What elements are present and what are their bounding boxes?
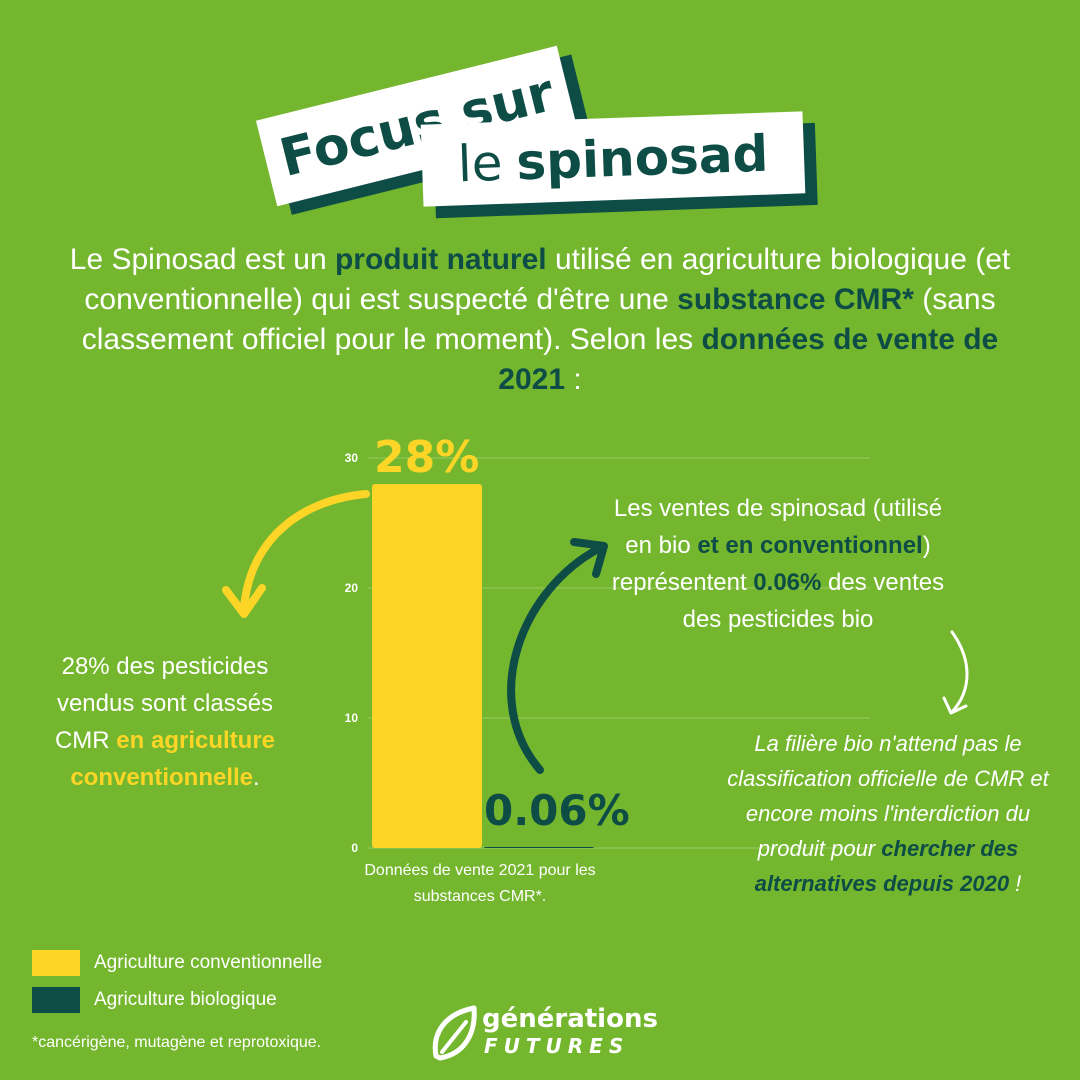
- leaf-icon: [432, 1005, 477, 1061]
- yellow-curved-arrow-icon: [240, 490, 370, 612]
- data-label-biologique: 0.06%: [484, 786, 630, 835]
- dark-arrowhead-icon: [570, 538, 608, 578]
- logo-name: générations: [482, 1004, 658, 1034]
- legend-item-conventionnelle: Agriculture conventionnelle: [32, 950, 322, 976]
- legend-swatch-dark: [32, 987, 80, 1013]
- left-note: 28% des pesticides vendus sont classés C…: [54, 653, 276, 791]
- y-tick-label: 30: [345, 451, 359, 465]
- dark-curved-arrow-icon: [507, 544, 604, 774]
- right-note: Les ventes de spinosad (utilisé en bio e…: [611, 495, 945, 633]
- bar-chart: 0 10 20 30: [345, 451, 870, 855]
- logo-sub: FUTURES: [484, 1034, 630, 1058]
- data-label-conventionnelle: 28%: [374, 432, 480, 483]
- legend-swatch-yellow: [32, 950, 80, 976]
- white-curved-arrow-icon: [950, 630, 969, 714]
- footnote: *cancérigène, mutagène et reprotoxique.: [32, 1034, 322, 1051]
- legend-item-biologique: Agriculture biologique: [32, 987, 277, 1013]
- bars: [372, 484, 594, 848]
- intro-text: Le Spinosad est un produit naturel utili…: [69, 243, 1011, 396]
- yellow-arrowhead-icon: [222, 584, 266, 618]
- italic-note: La filière bio n'attend pas le classific…: [727, 731, 1049, 896]
- y-tick-label: 0: [351, 841, 358, 855]
- y-axis-ticks: 0 10 20 30: [345, 451, 359, 855]
- x-axis-caption: Données de vente 2021 pour les substance…: [364, 862, 596, 905]
- bar-biologique: [484, 847, 594, 848]
- y-tick-label: 10: [345, 711, 359, 725]
- white-arrowhead-icon: [942, 696, 968, 715]
- bar-conventionnelle: [372, 484, 482, 848]
- y-tick-label: 20: [345, 581, 359, 595]
